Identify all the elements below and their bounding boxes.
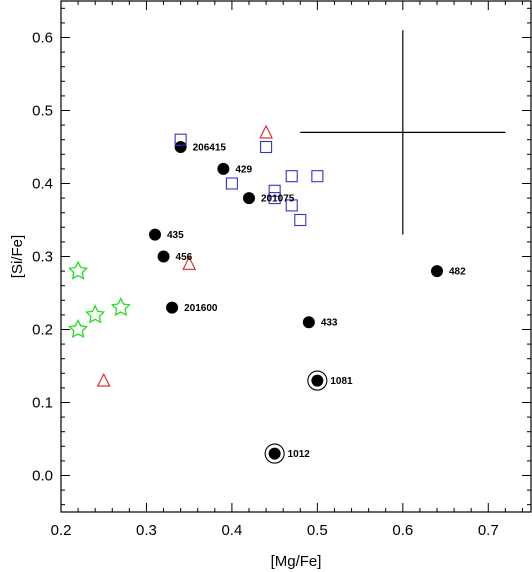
filled-circle-marker [149,228,161,241]
error-bar [300,30,506,235]
axis-ticks [60,1,531,512]
y-tick-label: 0.6 [32,30,53,47]
filled-circle-marker [431,265,443,278]
filled-circle-marker [302,316,315,329]
open-square-marker [260,140,273,154]
x-tick-label: 0.5 [307,522,328,539]
open-square-marker [285,170,298,183]
open-star-marker [85,304,106,324]
open-triangle-marker [182,256,197,270]
open-star-marker [110,297,131,317]
open-square-marker [174,133,187,146]
x-tick-label: 0.4 [221,522,242,539]
y-tick-label: 0.4 [32,176,53,193]
filled-circle-marker [174,141,187,153]
open-square-marker [268,184,281,197]
circle-ring-marker [264,443,285,464]
point-label: 435 [167,230,184,241]
point-label: 1081 [330,376,353,387]
filled-circle-marker [311,374,324,387]
open-square-marker [268,192,281,205]
tick-labels: 0.2 0.3 0.4 0.5 0.6 0.7 0.0 0.1 0.2 0.3 0.4 0.5 0.6 [32,30,499,540]
filled-circle-marker [157,250,170,263]
filled-circle-marker [217,162,230,175]
y-tick-label: 0.3 [32,249,53,266]
y-tick-label: 0.0 [32,468,53,485]
plot-frame [60,0,532,513]
x-tick-label: 0.7 [478,522,499,539]
open-triangle-marker [96,372,111,387]
open-square-marker [311,170,324,183]
y-tick-label: 0.2 [32,322,53,339]
point-label: 1012 [288,449,311,460]
x-tick-label: 0.3 [136,522,157,539]
filled-circle-marker [243,192,255,205]
point-labels: 206415 429 201075 435 456 201600 482 433 1081 101… [167,143,466,461]
point-label: 201600 [184,303,218,314]
point-label: 429 [235,164,252,175]
filled-circle-marker [166,301,179,314]
plot-border [60,0,532,513]
open-square-marker [294,213,307,227]
point-label: 482 [449,267,466,278]
filled-circle-marker [268,447,281,460]
point-label: 206415 [193,143,227,154]
x-tick-label: 0.2 [51,522,72,539]
open-triangle-marker [259,124,273,139]
point-label: 456 [176,252,193,263]
data-markers [68,124,443,464]
open-star-marker [68,260,89,280]
y-axis-title: [Si/Fe] [9,235,26,278]
circle-ring-marker [307,370,328,391]
x-tick-label: 0.6 [392,522,413,539]
y-tick-label: 0.5 [32,103,53,120]
open-square-marker [225,177,238,190]
x-axis-title: [Mg/Fe] [271,553,322,570]
open-star-marker [68,319,89,338]
point-label: 433 [321,318,338,329]
point-label: 201075 [261,194,295,205]
open-square-marker [285,199,298,212]
y-tick-label: 0.1 [32,395,53,412]
